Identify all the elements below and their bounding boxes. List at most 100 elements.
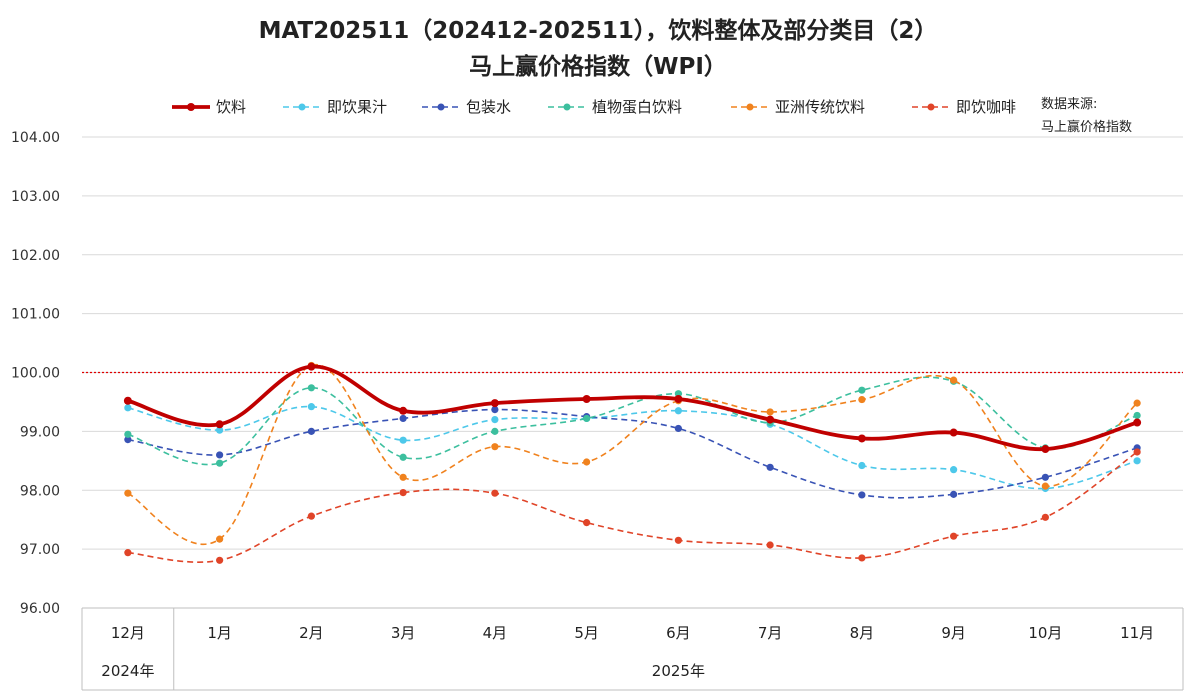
- y-tick-label: 99.00: [20, 424, 60, 440]
- data-point: [307, 362, 316, 371]
- x-tick-label: 8月: [850, 624, 875, 642]
- x-tick-label: 7月: [758, 624, 783, 642]
- data-point: [674, 394, 683, 403]
- data-point: [216, 556, 224, 564]
- series-1: [123, 362, 1142, 454]
- data-point: [1133, 418, 1142, 427]
- chart-title-line1: MAT202511（202412-202511），饮料整体及部分类目（2）: [259, 17, 938, 44]
- y-tick-label: 101.00: [11, 307, 60, 323]
- data-point: [1133, 457, 1141, 465]
- data-point: [399, 414, 407, 423]
- source-label: 数据来源:: [1041, 97, 1097, 112]
- legend-item: 即饮果汁: [283, 98, 387, 116]
- series-2: [124, 403, 1141, 493]
- data-point: [1041, 482, 1049, 490]
- data-point: [491, 405, 499, 414]
- year-group-label: 2025年: [652, 662, 705, 680]
- x-tick-label: 9月: [941, 624, 966, 642]
- series-4: [124, 376, 1141, 467]
- data-point: [950, 490, 958, 498]
- data-point: [858, 386, 866, 394]
- legend-swatch-marker: [563, 103, 571, 111]
- legend-item: 植物蛋白饮料: [548, 98, 682, 116]
- data-point: [583, 414, 591, 423]
- x-tick-label: 10月: [1028, 624, 1062, 642]
- legend-swatch-marker: [437, 103, 445, 111]
- y-tick-label: 104.00: [11, 130, 60, 146]
- data-point: [1041, 445, 1050, 454]
- x-tick-label: 4月: [483, 624, 508, 642]
- data-point: [858, 461, 866, 470]
- data-point: [399, 453, 407, 461]
- data-point: [950, 376, 958, 384]
- data-point: [583, 458, 591, 466]
- data-point: [491, 443, 499, 451]
- legend-item: 饮料: [172, 98, 246, 116]
- data-point: [583, 519, 591, 527]
- x-tick-label: 12月: [111, 624, 145, 642]
- data-point: [949, 428, 958, 437]
- y-tick-label: 103.00: [11, 189, 60, 205]
- data-point: [766, 408, 774, 416]
- y-axis: 96.00 97.00 98.00 99.00 100.00 101.00 102.00 10…: [11, 130, 60, 617]
- data-point: [674, 407, 682, 415]
- data-point: [858, 554, 866, 562]
- data-point: [124, 404, 132, 412]
- y-tick-label: 96.00: [20, 601, 60, 617]
- series-3: [124, 405, 1141, 499]
- data-point: [674, 536, 682, 544]
- data-point: [399, 473, 407, 481]
- legend-label: 即饮咖啡: [956, 98, 1016, 116]
- data-point: [491, 416, 499, 424]
- data-point: [124, 430, 132, 438]
- chart-title-line2: 马上赢价格指数（WPI）: [469, 53, 727, 80]
- data-point: [491, 427, 499, 435]
- series-line: [127, 364, 1138, 451]
- legend-swatch-marker: [187, 103, 195, 111]
- data-point: [766, 415, 775, 424]
- data-point: [399, 436, 407, 444]
- x-tick-label: 2月: [299, 624, 324, 642]
- data-point: [491, 489, 499, 497]
- data-point: [857, 434, 866, 443]
- data-point: [766, 541, 774, 549]
- data-point: [858, 395, 866, 404]
- data-point: [399, 406, 408, 415]
- legend-label: 亚洲传统饮料: [775, 98, 865, 116]
- legend: 饮料 即饮果汁 包装水 植物蛋白饮料 亚洲传统饮料 即饮咖啡: [172, 98, 1016, 116]
- data-point: [216, 535, 224, 543]
- gridlines: [82, 136, 1183, 550]
- series-line: [127, 405, 1138, 490]
- data-point: [124, 549, 132, 557]
- series-5: [124, 361, 1141, 546]
- data-point: [490, 399, 499, 408]
- x-tick-label: 11月: [1120, 624, 1154, 642]
- x-tick-label: 1月: [207, 624, 232, 642]
- data-source-note: 数据来源: 马上赢价格指数: [1041, 97, 1132, 135]
- series-line: [127, 408, 1138, 499]
- data-point: [950, 532, 958, 540]
- data-point: [1041, 473, 1049, 481]
- y-tick-label: 97.00: [20, 542, 60, 558]
- data-point: [858, 491, 866, 499]
- data-point: [307, 403, 315, 411]
- legend-label: 植物蛋白饮料: [592, 98, 682, 116]
- data-point: [307, 512, 315, 520]
- legend-item: 亚洲传统饮料: [731, 98, 865, 116]
- y-tick-label: 100.00: [11, 366, 60, 382]
- series-line: [127, 364, 1138, 546]
- data-point: [950, 466, 958, 474]
- series-6: [124, 448, 1141, 564]
- data-point: [216, 426, 224, 434]
- y-tick-label: 98.00: [20, 483, 60, 499]
- data-point: [216, 451, 224, 459]
- data-point: [582, 394, 591, 403]
- data-point: [307, 384, 315, 392]
- data-point: [124, 436, 132, 444]
- legend-item: 包装水: [422, 98, 511, 116]
- data-point: [215, 420, 224, 429]
- x-tick-label: 6月: [666, 624, 691, 642]
- series-group: [123, 361, 1142, 564]
- data-point: [1133, 411, 1141, 420]
- legend-label: 即饮果汁: [327, 98, 387, 116]
